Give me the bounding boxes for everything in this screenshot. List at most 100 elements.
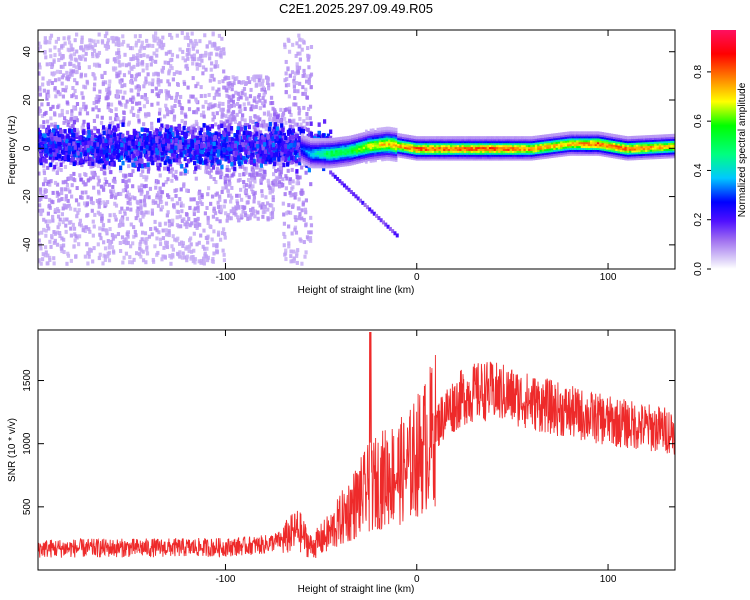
heatmap-cell [281, 127, 285, 133]
heatmap-cell [148, 57, 153, 62]
heatmap-cell [73, 115, 77, 120]
heatmap-cell [121, 188, 126, 193]
heatmap-cell [229, 103, 234, 108]
heatmap-cell [166, 177, 170, 182]
heatmap-cell [307, 148, 311, 152]
heatmap-cell [191, 259, 195, 264]
heatmap-cell [287, 144, 291, 149]
heatmap-cell [309, 139, 313, 144]
heatmap-cell [272, 156, 277, 161]
heatmap-cell [253, 179, 257, 184]
heatmap-cell [309, 145, 313, 149]
heatmap-cell [83, 254, 87, 259]
heatmap-cell [258, 106, 262, 111]
heatmap-cell [319, 145, 322, 150]
heatmap-cell [136, 58, 140, 63]
heatmap-cell [129, 222, 133, 227]
heatmap-cell [314, 149, 318, 153]
heatmap-cell [314, 157, 318, 161]
heatmap-cell [49, 162, 53, 167]
heatmap-cell [48, 255, 52, 260]
heatmap-cell [57, 209, 61, 214]
heatmap-cell [161, 254, 165, 259]
heatmap-cell [121, 34, 125, 39]
heatmap-cell [146, 190, 150, 195]
heatmap-cell [156, 79, 160, 84]
heatmap-cell [96, 175, 100, 180]
heatmap-cell [167, 130, 171, 136]
heatmap-cell [272, 112, 277, 117]
heatmap-cell [55, 148, 59, 154]
heatmap-cell [236, 130, 240, 135]
heatmap-cell [107, 245, 111, 250]
heatmap-cell [172, 71, 176, 76]
heatmap-cell [223, 231, 227, 236]
heatmap-cell [214, 122, 218, 127]
heatmap-cell [227, 108, 231, 113]
heatmap-cell [53, 121, 57, 126]
heatmap-cell [97, 204, 101, 209]
heatmap-cell [130, 80, 134, 85]
heatmap-cell [225, 167, 229, 172]
heatmap-cell [113, 195, 118, 200]
heatmap-cell [271, 136, 275, 141]
heatmap-cell [96, 242, 100, 247]
heatmap-cell [226, 155, 230, 160]
heatmap-cell [292, 84, 296, 89]
heatmap-cell [69, 233, 73, 238]
heatmap-cell [178, 47, 182, 52]
heatmap-cell [233, 119, 238, 124]
heatmap-cell [312, 138, 315, 142]
heatmap-cell [44, 40, 48, 45]
heatmap-cell [117, 54, 122, 59]
heatmap-cell [156, 165, 160, 171]
heatmap-cell [295, 158, 299, 164]
heatmap-cell [283, 78, 287, 83]
heatmap-cell [303, 159, 306, 163]
heatmap-cell [326, 165, 329, 169]
heatmap-cell [68, 61, 72, 66]
heatmap-cell [72, 127, 77, 133]
heatmap-cell [140, 127, 144, 132]
heatmap-cell [123, 90, 127, 95]
heatmap-cell [280, 142, 284, 147]
heatmap-cell [300, 133, 304, 137]
heatmap-cell [391, 229, 395, 234]
heatmap-cell [307, 131, 312, 136]
heatmap-cell [217, 46, 221, 51]
heatmap-cell [193, 217, 197, 222]
heatmap-cell [228, 181, 232, 186]
heatmap-cell [305, 143, 308, 147]
heatmap-cell [145, 43, 149, 48]
heatmap-cell [147, 150, 151, 156]
heatmap-cell [120, 145, 124, 151]
heatmap-cell [190, 147, 195, 152]
heatmap-cell [197, 191, 201, 196]
heatmap-cell [84, 145, 88, 150]
heatmap-cell [114, 203, 119, 208]
heatmap-cell [52, 147, 56, 153]
heatmap-cell [163, 221, 168, 226]
heatmap-cell [286, 82, 291, 87]
heatmap-cell [55, 206, 60, 211]
heatmap-cell [186, 56, 190, 61]
heatmap-cell [154, 31, 158, 36]
heatmap-cell [312, 145, 315, 150]
heatmap-cell [268, 136, 272, 142]
heatmap-cell [305, 121, 309, 126]
heatmap-cell [303, 153, 306, 157]
heatmap-cell [199, 233, 203, 238]
heatmap-cell [304, 74, 308, 79]
heatmap-cell [197, 259, 201, 264]
heatmap-cell [92, 118, 97, 123]
heatmap-cell [116, 55, 120, 60]
heatmap-cell [150, 157, 154, 162]
heatmap-cell [181, 149, 185, 154]
heatmap-cell [170, 140, 174, 145]
heatmap-cell [151, 34, 156, 39]
heatmap-cell [321, 163, 325, 167]
heatmap-cell [97, 97, 101, 102]
heatmap-cell [62, 203, 66, 208]
heatmap-cell [177, 99, 181, 104]
heatmap-cell [85, 46, 89, 51]
